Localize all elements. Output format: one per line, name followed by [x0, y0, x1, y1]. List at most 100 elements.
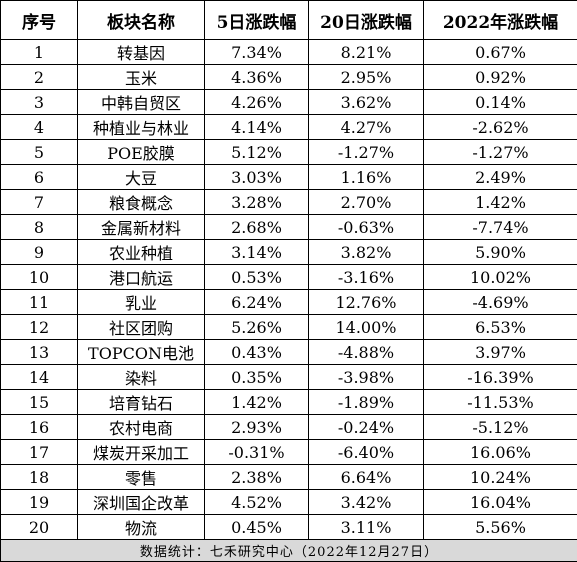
row-index-cell: 20 [0, 514, 78, 540]
sector-name-cell: POE胶膜 [77, 139, 205, 165]
sector-name-cell: 农村电商 [77, 414, 205, 440]
table-row: 1 转基因 7.34% 8.21% 0.67% [0, 39, 577, 65]
change-5d-cell: 2.93% [204, 414, 309, 440]
table-row: 2 玉米 4.36% 2.95% 0.92% [0, 64, 577, 90]
table-row: 13 TOPCON电池 0.43% -4.88% 3.97% [0, 339, 577, 365]
change-20d-cell: -0.24% [308, 414, 424, 440]
sector-name-cell: TOPCON电池 [77, 339, 205, 365]
row-index-cell: 4 [0, 114, 78, 140]
change-2022-cell: 2.49% [423, 164, 577, 190]
change-2022-cell: 5.56% [423, 514, 577, 540]
table-row: 4 种植业与林业 4.14% 4.27% -2.62% [0, 114, 577, 140]
change-20d-cell: 14.00% [308, 314, 424, 340]
change-2022-cell: -16.39% [423, 364, 577, 390]
change-20d-cell: 2.95% [308, 64, 424, 90]
sector-name-cell: 转基因 [77, 39, 205, 65]
row-index-cell: 13 [0, 339, 78, 365]
change-5d-cell: 3.14% [204, 239, 309, 265]
table-body: 1 转基因 7.34% 8.21% 0.67% 2 玉米 4.36% 2.95% 0.92% 3 中韩… [0, 39, 577, 540]
header-row: 序号 板块名称 5日涨跌幅 20日涨跌幅 2022年涨跌幅 [0, 0, 577, 40]
sector-name-cell: 零售 [77, 464, 205, 490]
change-2022-cell: 10.02% [423, 264, 577, 290]
change-20d-cell: 4.27% [308, 114, 424, 140]
change-2022-cell: 1.42% [423, 189, 577, 215]
change-5d-cell: 1.42% [204, 389, 309, 415]
row-index-cell: 3 [0, 89, 78, 115]
table-row: 8 金属新材料 2.68% -0.63% -7.74% [0, 214, 577, 240]
change-20d-cell: 12.76% [308, 289, 424, 315]
change-5d-cell: 6.24% [204, 289, 309, 315]
change-5d-cell: 4.14% [204, 114, 309, 140]
table-row: 19 深圳国企改革 4.52% 3.42% 16.04% [0, 489, 577, 515]
change-20d-cell: -3.16% [308, 264, 424, 290]
change-2022-cell: -4.69% [423, 289, 577, 315]
sector-name-cell: 港口航运 [77, 264, 205, 290]
change-20d-cell: 6.64% [308, 464, 424, 490]
change-5d-cell: 5.26% [204, 314, 309, 340]
table-row: 17 煤炭开采加工 -0.31% -6.40% 16.06% [0, 439, 577, 465]
row-index-cell: 11 [0, 289, 78, 315]
table-row: 7 粮食概念 3.28% 2.70% 1.42% [0, 189, 577, 215]
change-2022-cell: 6.53% [423, 314, 577, 340]
row-index-cell: 6 [0, 164, 78, 190]
change-5d-cell: 3.03% [204, 164, 309, 190]
change-2022-cell: 5.90% [423, 239, 577, 265]
sector-name-cell: 培育钻石 [77, 389, 205, 415]
table-row: 12 社区团购 5.26% 14.00% 6.53% [0, 314, 577, 340]
change-20d-cell: 3.62% [308, 89, 424, 115]
table-row: 20 物流 0.45% 3.11% 5.56% [0, 514, 577, 540]
row-index-cell: 14 [0, 364, 78, 390]
row-index-cell: 7 [0, 189, 78, 215]
change-5d-cell: 0.35% [204, 364, 309, 390]
header-sector-name: 板块名称 [77, 0, 205, 40]
change-5d-cell: 4.52% [204, 489, 309, 515]
sector-name-cell: 物流 [77, 514, 205, 540]
change-20d-cell: -0.63% [308, 214, 424, 240]
change-20d-cell: -1.27% [308, 139, 424, 165]
row-index-cell: 12 [0, 314, 78, 340]
row-index-cell: 10 [0, 264, 78, 290]
row-index-cell: 15 [0, 389, 78, 415]
row-index-cell: 1 [0, 39, 78, 65]
sector-name-cell: 深圳国企改革 [77, 489, 205, 515]
sector-name-cell: 农业种植 [77, 239, 205, 265]
change-20d-cell: -4.88% [308, 339, 424, 365]
sector-name-cell: 染料 [77, 364, 205, 390]
table-row: 11 乳业 6.24% 12.76% -4.69% [0, 289, 577, 315]
change-5d-cell: 3.28% [204, 189, 309, 215]
table-row: 3 中韩自贸区 4.26% 3.62% 0.14% [0, 89, 577, 115]
change-20d-cell: 1.16% [308, 164, 424, 190]
row-index-cell: 2 [0, 64, 78, 90]
change-2022-cell: -7.74% [423, 214, 577, 240]
header-5d-change: 5日涨跌幅 [204, 0, 309, 40]
row-index-cell: 9 [0, 239, 78, 265]
row-index-cell: 19 [0, 489, 78, 515]
table-footer: 数据统计：七禾研究中心（2022年12月27日） [0, 539, 577, 562]
sector-name-cell: 玉米 [77, 64, 205, 90]
data-source-note: 数据统计：七禾研究中心（2022年12月27日） [0, 539, 577, 562]
change-5d-cell: 4.26% [204, 89, 309, 115]
change-5d-cell: 0.53% [204, 264, 309, 290]
change-5d-cell: 0.43% [204, 339, 309, 365]
table-row: 6 大豆 3.03% 1.16% 2.49% [0, 164, 577, 190]
header-20d-change: 20日涨跌幅 [308, 0, 424, 40]
row-index-cell: 18 [0, 464, 78, 490]
change-20d-cell: -3.98% [308, 364, 424, 390]
change-20d-cell: 3.82% [308, 239, 424, 265]
change-20d-cell: 8.21% [308, 39, 424, 65]
row-index-cell: 5 [0, 139, 78, 165]
table-row: 18 零售 2.38% 6.64% 10.24% [0, 464, 577, 490]
sector-name-cell: 金属新材料 [77, 214, 205, 240]
table-row: 9 农业种植 3.14% 3.82% 5.90% [0, 239, 577, 265]
change-2022-cell: 16.06% [423, 439, 577, 465]
table-row: 5 POE胶膜 5.12% -1.27% -1.27% [0, 139, 577, 165]
change-2022-cell: -1.27% [423, 139, 577, 165]
sector-name-cell: 社区团购 [77, 314, 205, 340]
row-index-cell: 17 [0, 439, 78, 465]
footer-row: 数据统计：七禾研究中心（2022年12月27日） [0, 539, 577, 562]
table-row: 10 港口航运 0.53% -3.16% 10.02% [0, 264, 577, 290]
sector-name-cell: 粮食概念 [77, 189, 205, 215]
change-2022-cell: 16.04% [423, 489, 577, 515]
change-2022-cell: -2.62% [423, 114, 577, 140]
change-5d-cell: 7.34% [204, 39, 309, 65]
